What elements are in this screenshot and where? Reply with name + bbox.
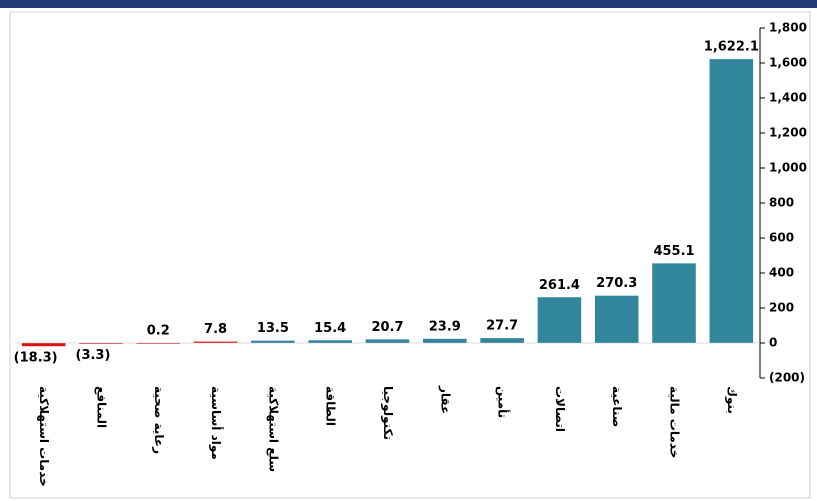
bar: [480, 338, 524, 343]
value-label: 13.5: [257, 321, 289, 336]
x-tick-label: الطاقة: [324, 386, 338, 426]
value-label: 23.9: [429, 319, 461, 334]
value-label: 270.3: [596, 276, 637, 291]
x-tick-label: سلع استهلاكية: [266, 386, 280, 472]
x-tick-label: مواد أساسية: [208, 386, 224, 460]
value-label: 27.7: [486, 319, 518, 334]
x-tick-label: بنوك: [724, 386, 739, 414]
y-tick-label: 800: [769, 196, 794, 210]
value-label: (3.3): [76, 348, 111, 363]
y-tick-label: 1,600: [769, 56, 807, 70]
bar: [21, 343, 66, 347]
bar: [251, 340, 295, 343]
value-label: 455.1: [653, 244, 694, 259]
x-tick-label: صناعية: [610, 386, 624, 427]
bar: [308, 340, 352, 343]
bar: [537, 297, 582, 343]
bar: [594, 295, 639, 343]
x-tick-label: خدمات مالية: [668, 386, 682, 458]
x-tick-label: خدمات استهلاكية: [37, 386, 51, 487]
y-tick-label: 0: [769, 336, 777, 350]
value-label: 0.2: [147, 323, 170, 338]
value-label: 15.4: [314, 321, 346, 336]
bar: [136, 342, 181, 344]
y-tick-label: 1,800: [769, 21, 807, 35]
value-label: 7.8: [204, 322, 227, 337]
x-tick-label: تكنولوجيا: [380, 386, 395, 440]
bar: [79, 343, 123, 344]
y-tick-label: 200: [769, 301, 794, 315]
value-label: (18.3): [14, 351, 58, 366]
x-tick-label: اتصالات: [553, 386, 567, 432]
y-tick-label: (200): [769, 371, 805, 385]
bar: [709, 59, 754, 343]
x-tick-label: المنافع: [94, 386, 108, 428]
y-tick-label: 1,400: [769, 91, 807, 105]
value-label: 261.4: [539, 278, 580, 293]
frame: [9, 11, 811, 499]
y-tick-label: 1,200: [769, 126, 807, 140]
value-label: 20.7: [371, 320, 403, 335]
header-band: [0, 0, 817, 8]
bar: [365, 339, 410, 343]
y-tick-label: 1,000: [769, 161, 807, 175]
x-tick-label: تأمين: [496, 386, 511, 418]
bar: [423, 338, 467, 343]
bar: [193, 341, 238, 343]
x-tick-label: عقار: [438, 385, 452, 414]
bar: [652, 263, 696, 343]
x-tick-label: رعاية صحية: [152, 386, 166, 454]
value-label: 1,622.1: [704, 40, 759, 55]
y-tick-label: 400: [769, 266, 794, 280]
y-tick-label: 600: [769, 231, 794, 245]
